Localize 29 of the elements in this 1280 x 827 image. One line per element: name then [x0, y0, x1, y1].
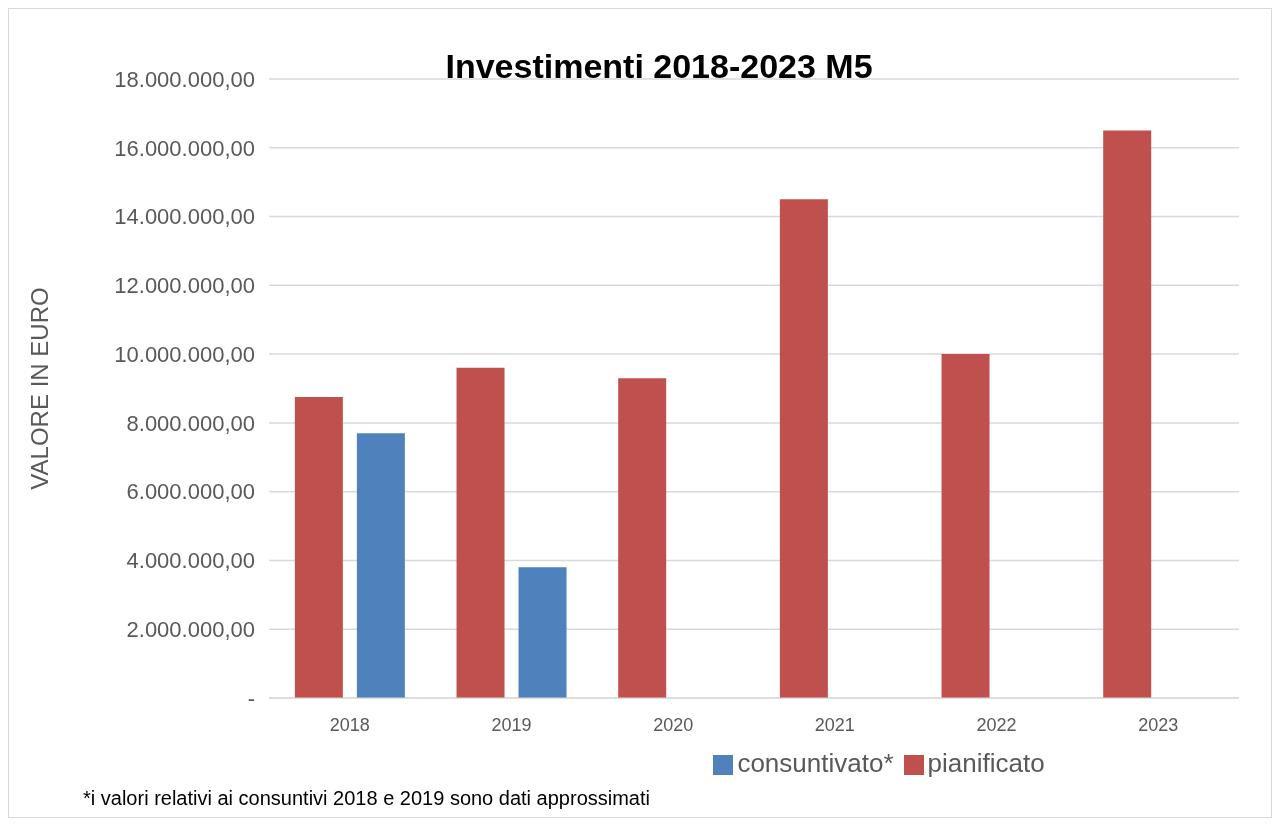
- bar: [456, 367, 505, 698]
- x-tick-label: 2022: [976, 714, 1017, 735]
- text: *i valori relativi ai consuntivi 2018 e 2019 sono dati approssimati: [83, 787, 650, 810]
- bar: [1103, 130, 1152, 698]
- bar: [779, 199, 828, 698]
- y-tick-label: 6.000.000,00: [126, 479, 255, 505]
- y-tick-label: 18.000.000,00: [114, 66, 255, 92]
- x-tick-label: 2021: [814, 714, 855, 735]
- bar: [618, 378, 667, 698]
- bar: [294, 397, 343, 698]
- y-tick-label: 16.000.000,00: [114, 135, 255, 161]
- chart-title: Investimenti 2018-2023 M5: [444, 47, 874, 86]
- bar: [941, 354, 990, 698]
- legend-label: pianificato: [927, 748, 1045, 778]
- x-tick-label: 2023: [1138, 714, 1179, 735]
- bar: [518, 567, 567, 698]
- y-tick-label: 2.000.000,00: [126, 617, 255, 643]
- y-tick-label: 10.000.000,00: [114, 341, 255, 367]
- x-tick-label: 2018: [329, 714, 370, 735]
- legend-label: consuntivato*: [737, 748, 894, 778]
- y-tick-label: 4.000.000,00: [126, 548, 255, 574]
- x-tick-label: 2019: [491, 714, 532, 735]
- y-tick-label: 12.000.000,00: [114, 273, 255, 299]
- y-tick-label: 8.000.000,00: [126, 410, 255, 436]
- bar: [356, 433, 405, 698]
- y-tick-label: -: [247, 685, 255, 711]
- y-tick-label: 14.000.000,00: [114, 204, 255, 230]
- y-axis-title: VALORE IN EURO: [25, 287, 53, 490]
- x-tick-label: 2020: [653, 714, 694, 735]
